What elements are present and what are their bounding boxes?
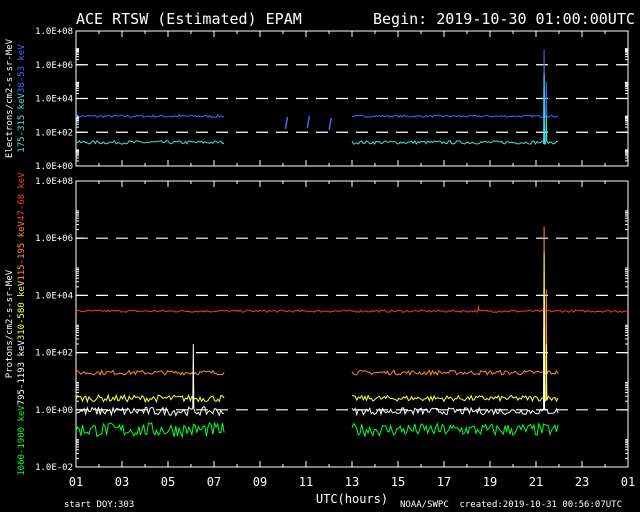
protons-panel: 1.0E-02 1.0E+00 1.0E+02 1.0E+04 1.0E+06 1.0E+…	[5, 172, 629, 476]
y-axis-label: Electrons/cm2-s-sr-MeV	[5, 38, 15, 158]
series-point	[284, 116, 289, 130]
y-tick-label: 1.0E+06	[35, 234, 73, 244]
x-axis-label: UTC(hours)	[316, 492, 388, 506]
y-tick-label: 1.0E+04	[35, 291, 73, 301]
series-line-310-580-keV	[75, 393, 225, 404]
y-tick-label: 1.0E-02	[35, 463, 73, 473]
legend-entry: 175-315 keV	[17, 93, 27, 153]
series-line-115-195-keV	[75, 369, 225, 376]
series-line-175-315-keV	[75, 139, 225, 145]
series-point	[328, 117, 332, 130]
series-line-38-53-keV	[75, 114, 225, 119]
y-tick-label: 1.0E+00	[35, 406, 73, 416]
x-tick-label: 21	[529, 475, 543, 489]
chart-title: ACE RTSW (Estimated) EPAM	[76, 10, 302, 28]
series-line-38-53-keV	[351, 49, 559, 118]
series-line-795-1193-keV	[351, 295, 559, 417]
x-tick-label: 07	[207, 475, 221, 489]
start-doy-label: start DOY:	[64, 500, 118, 510]
series-point	[306, 116, 311, 129]
y-axis-title: Electrons/cm2-s-sr-MeV	[5, 38, 15, 158]
source-label: NOAA/SWPC	[400, 500, 449, 510]
x-tick-label: 17	[437, 475, 451, 489]
series-line-310-580-keV	[351, 252, 559, 403]
x-tick-label: 19	[483, 475, 497, 489]
legend-entry: 115-195 keV	[17, 220, 27, 280]
begin-time: Begin: 2019-10-30 01:00:00UTC	[373, 10, 635, 28]
x-tick-label: 11	[299, 475, 313, 489]
legend-entry: 310-580 keV	[17, 280, 27, 340]
start-doy-value: 303	[118, 500, 134, 510]
y-tick-label: 1.0E+02	[35, 128, 73, 138]
y-axis-title: Protons/cm2-s-sr-MeV	[5, 269, 15, 378]
y-tick-label: 1.0E+04	[35, 95, 73, 105]
created-label: created:2019-10-31 00:56:07UTC	[459, 500, 622, 510]
x-tick-label: 23	[575, 475, 589, 489]
legend-entry: 795-1193 keV	[17, 340, 27, 406]
y-tick-label: 1.0E+08	[35, 27, 73, 37]
y-tick-label: 1.0E+00	[35, 162, 73, 172]
y-axis-label: Protons/cm2-s-sr-MeV	[5, 269, 15, 378]
series-line-1060-1900-keV	[351, 422, 559, 438]
legend-entry: 1060-1900 keV	[17, 405, 27, 476]
series-line-47-68-keV	[75, 305, 627, 314]
x-tick-label: 01	[69, 475, 83, 489]
panel-frame	[75, 180, 629, 468]
y-tick-label: 1.0E+02	[35, 349, 73, 359]
series-line-795-1193-keV	[75, 343, 225, 417]
x-axis: 01 03 05 07 09 11 13 15 17 19 21 23 01	[69, 475, 635, 489]
x-tick-label: 13	[345, 475, 359, 489]
series-line-1060-1900-keV	[75, 421, 225, 439]
x-tick-label: 01	[621, 475, 635, 489]
x-tick-label: 15	[391, 475, 405, 489]
legend: 1060-1900 keV795-1193 keV310-580 keV115-…	[17, 172, 27, 476]
y-tick-label: 1.0E+08	[35, 177, 73, 187]
x-tick-label: 03	[115, 475, 129, 489]
series-line-175-315-keV	[351, 73, 559, 145]
legend-entry: 38-53 keV	[17, 44, 27, 93]
electrons-panel: 1.0E+00 1.0E+02 1.0E+04 1.0E+06 1.0E+08 Elect…	[5, 27, 629, 172]
y-tick-label: 1.0E+06	[35, 61, 73, 71]
x-tick-label: 09	[253, 475, 267, 489]
legend: 175-315 keV38-53 keV	[17, 44, 27, 153]
legend-entry: 47-68 keV	[17, 172, 27, 221]
series-line-115-195-keV	[351, 226, 559, 377]
x-tick-label: 05	[161, 475, 175, 489]
